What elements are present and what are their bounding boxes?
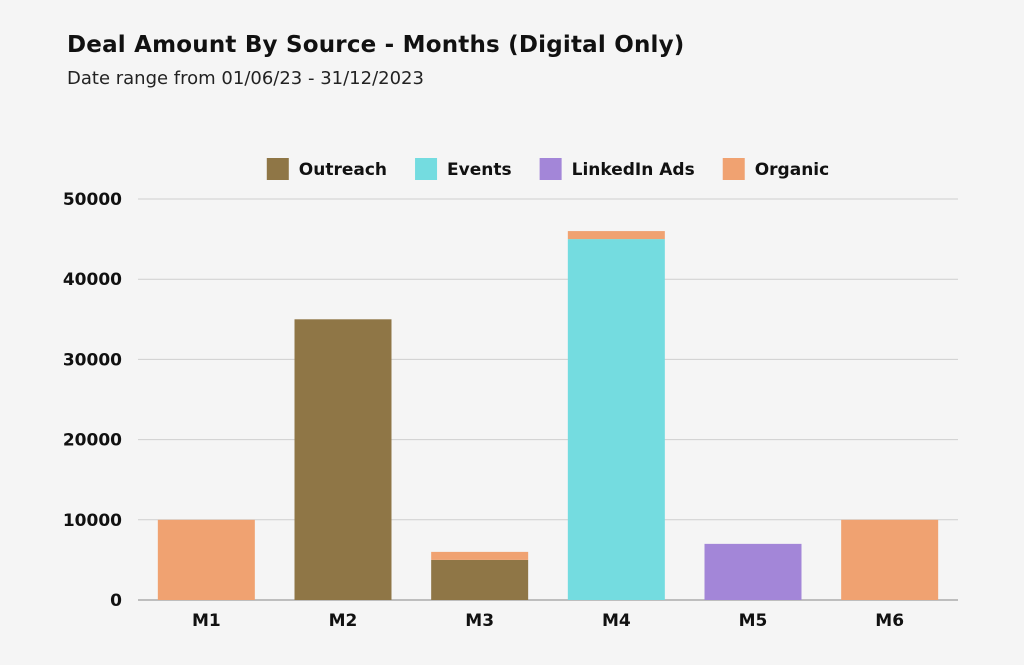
legend-swatch <box>415 158 438 180</box>
bar-m2-outreach <box>294 319 392 600</box>
x-tick-label: M1 <box>192 611 221 631</box>
chart-subtitle: Date range from 01/06/23 - 31/12/2023 <box>67 68 424 89</box>
bar-m3-outreach <box>431 559 529 600</box>
legend-item-events: Events <box>415 158 512 180</box>
bar-m1-organic <box>157 519 255 600</box>
legend-label: Outreach <box>299 160 387 180</box>
x-tick-label: M5 <box>739 611 768 631</box>
y-tick-label: 0 <box>110 591 122 611</box>
x-tick-label: M3 <box>465 611 494 631</box>
axis-layer: 0 10000 20000 30000 40000 50000 M1 M2 M3 M4 M5 M6 <box>63 190 904 631</box>
legend-swatch <box>539 158 562 180</box>
y-tick-label: 30000 <box>63 350 122 370</box>
legend-label: LinkedIn Ads <box>572 160 695 180</box>
y-tick-label: 50000 <box>63 190 122 210</box>
x-tick-label: M2 <box>329 611 358 631</box>
legend-item-outreach: Outreach <box>266 158 387 180</box>
legend-label: Events <box>447 160 512 180</box>
grid-layer <box>138 198 958 601</box>
bar-m4-events <box>567 239 665 600</box>
x-tick-label: M6 <box>875 611 904 631</box>
legend-item-linkedin-ads: LinkedIn Ads <box>539 158 695 180</box>
bar-m6-organic <box>841 519 939 600</box>
bar-m5-linkedin-ads <box>704 543 802 600</box>
legend-swatch <box>266 158 289 180</box>
bar-m4-organic <box>567 231 665 240</box>
legend-item-organic: Organic <box>722 158 829 180</box>
y-tick-label: 20000 <box>63 431 122 451</box>
x-tick-label: M4 <box>602 611 631 631</box>
legend-label: Organic <box>755 160 829 180</box>
legend-swatch <box>722 158 745 180</box>
y-tick-label: 40000 <box>63 270 122 290</box>
y-tick-label: 10000 <box>63 511 122 531</box>
bar-layer <box>157 231 939 600</box>
chart-title: Deal Amount By Source - Months (Digital … <box>67 32 685 58</box>
legend: Outreach Events LinkedIn Ads Organic <box>266 158 829 180</box>
bar-m3-organic <box>431 551 529 560</box>
